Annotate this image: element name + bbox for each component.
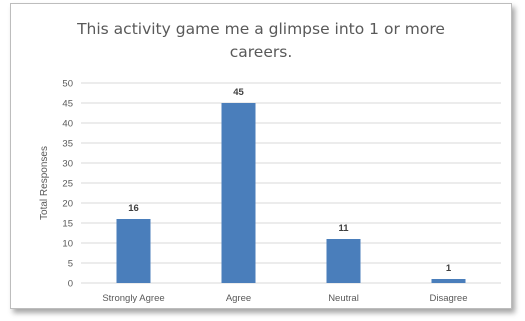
chart-title-line-2: careers. xyxy=(229,43,293,61)
bar xyxy=(221,103,256,283)
bar xyxy=(431,279,466,283)
data-label: 1 xyxy=(446,263,452,274)
x-category-label: Neutral xyxy=(328,293,359,304)
chart-frame: This activity game me a glimpse into 1 o… xyxy=(10,3,512,309)
y-tick-label: 50 xyxy=(62,79,73,90)
y-ticks: 0 5 10 15 20 25 30 35 40 45 50 xyxy=(62,79,73,290)
x-category-label: Agree xyxy=(226,293,251,304)
bars xyxy=(116,103,466,283)
y-axis-label: Total Responses xyxy=(39,146,50,220)
bar-chart: 0 5 10 15 20 25 30 35 40 45 50 Strongly Agree Agree… xyxy=(39,79,501,304)
bar xyxy=(326,239,361,283)
x-categories: Strongly Agree Agree Neutral Disagree xyxy=(102,293,467,304)
y-tick-label: 20 xyxy=(62,199,73,210)
y-tick-label: 5 xyxy=(68,259,73,270)
y-tick-label: 15 xyxy=(62,219,73,230)
gridlines xyxy=(81,82,501,284)
chart-title-line-1: This activity game me a glimpse into 1 o… xyxy=(77,20,445,38)
chart-title: This activity game me a glimpse into 1 o… xyxy=(11,18,511,64)
y-tick-label: 45 xyxy=(62,99,73,110)
x-category-label: Strongly Agree xyxy=(102,293,164,304)
data-label: 16 xyxy=(128,203,139,214)
data-label: 45 xyxy=(233,87,244,98)
bar xyxy=(116,219,151,283)
y-tick-label: 40 xyxy=(62,119,73,130)
data-label: 11 xyxy=(338,223,349,234)
y-tick-label: 0 xyxy=(68,279,73,290)
y-tick-label: 10 xyxy=(62,239,73,250)
y-tick-label: 25 xyxy=(62,179,73,190)
y-tick-label: 30 xyxy=(62,159,73,170)
y-tick-label: 35 xyxy=(62,139,73,150)
x-category-label: Disagree xyxy=(429,293,467,304)
